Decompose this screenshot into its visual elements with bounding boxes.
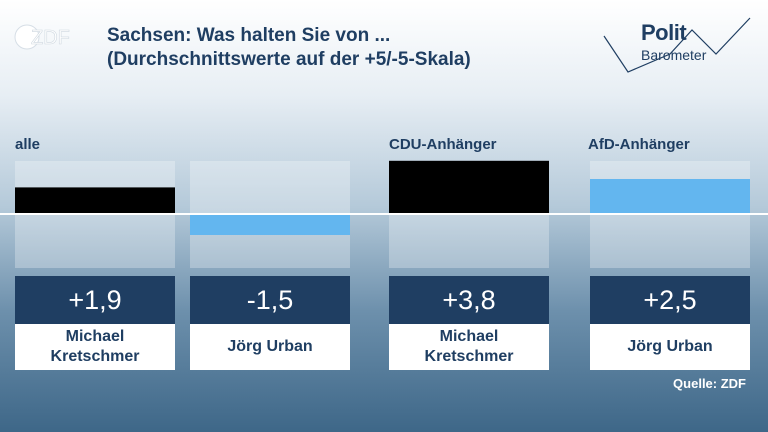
chart-title: Sachsen: Was halten Sie von ... (Durchsc…: [107, 24, 471, 72]
name-1-line-1: Michael: [65, 328, 125, 345]
name-label-1: Michael Kretschmer: [15, 324, 175, 370]
name-1-line-2: Kretschmer: [50, 348, 140, 365]
value-label-1: +1,9: [15, 276, 175, 324]
brand-barometer: Barometer: [641, 47, 707, 63]
name-4-line-1: Jörg Urban: [627, 338, 713, 355]
zero-line: [0, 213, 768, 215]
name-label-2: Jörg Urban: [190, 324, 350, 370]
title-line-1: Sachsen: Was halten Sie von ...: [107, 25, 391, 46]
source-note: Quelle: ZDF: [673, 376, 746, 391]
zdf-logo: ZDF: [14, 24, 70, 50]
value-label-2: -1,5: [190, 276, 350, 324]
value-label-4: +2,5: [590, 276, 750, 324]
group-label-alle: alle: [15, 136, 41, 153]
name-label-4: Jörg Urban: [590, 324, 750, 370]
name-3-line-1: Michael: [439, 328, 499, 345]
value-label-3: +3,8: [389, 276, 549, 324]
politbarometer-logo: [603, 17, 751, 73]
zdf-logo-text: ZDF: [31, 27, 70, 49]
title-line-2: (Durchschnittswerte auf der +5/-5-Skala): [107, 49, 471, 70]
name-label-3: Michael Kretschmer: [389, 324, 549, 370]
name-2-line-1: Jörg Urban: [227, 338, 313, 355]
group-label-afd: AfD-Anhänger: [588, 136, 690, 153]
group-label-cdu: CDU-Anhänger: [389, 136, 497, 153]
brand-polit: Polit: [641, 20, 687, 45]
name-3-line-2: Kretschmer: [424, 348, 514, 365]
